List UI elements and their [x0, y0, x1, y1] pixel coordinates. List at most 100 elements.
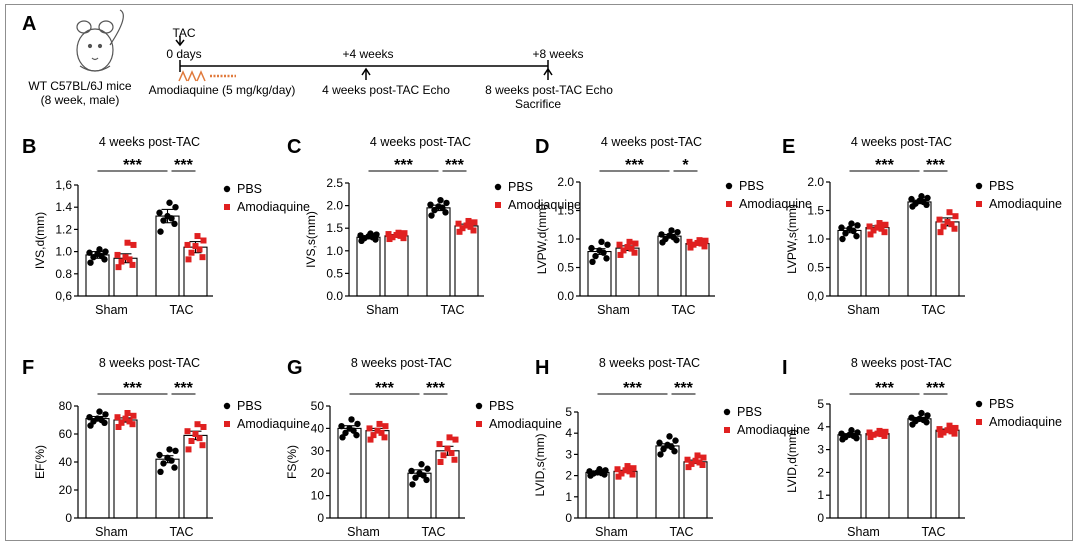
x-tick-label: TAC: [169, 303, 193, 317]
significance-label: ***: [926, 380, 945, 397]
data-point-pbs: [839, 235, 846, 243]
panel-letter: G: [287, 357, 303, 379]
y-tick-label: 1.5: [557, 204, 574, 218]
data-point-pbs: [666, 433, 673, 440]
y-tick-label: 4: [565, 426, 572, 440]
data-point-pbs: [94, 415, 101, 422]
data-point-pbs: [842, 230, 849, 237]
data-point-pbs: [668, 227, 675, 234]
y-tick-label: 3: [565, 447, 572, 461]
x-tick-label: Sham: [95, 525, 128, 539]
y-axis-label: LVPW,d(mm): [535, 204, 549, 274]
bar: [683, 461, 708, 519]
legend-label-amodiaquine: Amodiaquine: [489, 417, 562, 431]
significance-label: *: [682, 157, 689, 174]
data-point-pbs: [87, 259, 94, 266]
data-point-amodiaquine: [874, 224, 881, 231]
data-point-amodiaquine: [200, 237, 207, 244]
x-tick-label: Sham: [366, 303, 399, 317]
data-point-amodiaquine: [685, 464, 692, 471]
sacrifice-label: Sacrifice: [515, 97, 561, 111]
data-point-amodiaquine: [199, 254, 206, 261]
data-point-amodiaquine: [126, 418, 133, 425]
y-tick-label: 2: [817, 465, 824, 479]
data-point-pbs: [171, 464, 178, 471]
data-point-amodiaquine: [115, 424, 122, 430]
data-point-pbs: [598, 238, 605, 246]
x-tick-label: TAC: [921, 525, 945, 539]
y-tick-label: 0,0: [807, 289, 824, 303]
y-tick-label: 1.5: [326, 221, 343, 235]
data-point-amodiaquine: [616, 241, 623, 248]
data-point-amodiaquine: [199, 442, 206, 449]
bar: [356, 236, 381, 297]
data-point-amodiaquine: [692, 457, 699, 464]
bar: [384, 235, 409, 297]
treatment-markers: [178, 70, 236, 82]
significance-label: ***: [174, 157, 193, 174]
significance-label: ***: [926, 157, 945, 174]
legend-label-pbs: PBS: [737, 405, 762, 419]
bar: [935, 429, 960, 519]
treatment-label: Amodiaquine (5 mg/kg/day): [149, 83, 296, 97]
legend-label-amodiaquine: Amodiaquine: [508, 198, 581, 212]
data-point-pbs: [96, 408, 103, 415]
data-point-amodiaquine: [948, 428, 955, 435]
data-point-pbs: [443, 199, 450, 207]
y-tick-label: 5: [817, 397, 824, 411]
data-point-amodiaquine: [632, 240, 639, 247]
data-point-amodiaquine: [882, 221, 889, 228]
legend-marker-amodiaquine: [726, 201, 732, 207]
data-point-amodiaquine: [122, 415, 129, 422]
data-point-amodiaquine: [118, 419, 125, 426]
significance-label: ***: [375, 380, 394, 397]
y-tick-label: 1.0: [55, 245, 72, 259]
y-tick-label: 0.5: [557, 261, 574, 275]
panel-letter: H: [535, 357, 549, 379]
chart-title: 4 weeks post-TAC: [99, 135, 200, 149]
legend-marker-amodiaquine: [976, 201, 982, 207]
data-point-amodiaquine: [463, 222, 470, 229]
data-point-pbs: [424, 465, 431, 472]
data-point-amodiaquine: [440, 452, 447, 459]
data-point-amodiaquine: [185, 446, 192, 453]
legend-label-pbs: PBS: [989, 179, 1014, 193]
data-point-amodiaquine: [940, 429, 947, 436]
data-point-pbs: [603, 255, 610, 262]
data-point-amodiaquine: [948, 221, 955, 228]
data-point-pbs: [171, 220, 178, 228]
legend-label-amodiaquine: Amodiaquine: [989, 197, 1062, 211]
data-point-amodiaquine: [702, 237, 709, 244]
legend-label-pbs: PBS: [237, 399, 262, 413]
mouse-strain-label: WT C57BL/6J mice: [28, 79, 131, 93]
y-tick-label: 0.0: [557, 289, 574, 303]
data-point-pbs: [674, 228, 681, 236]
data-point-pbs: [160, 217, 167, 224]
chart-panel-e: E 4 weeks post-TAC 0,0 0.5 1.0 1.5 2.0 LVPW,s(m…: [782, 135, 1062, 317]
bar: [155, 215, 180, 297]
data-point-amodiaquine: [882, 428, 889, 435]
data-point-amodiaquine: [126, 256, 133, 263]
data-point-pbs: [409, 481, 416, 488]
data-point-pbs: [437, 196, 444, 204]
data-point-pbs: [848, 427, 855, 434]
legend-marker-pbs: [975, 182, 983, 190]
data-point-pbs: [416, 470, 423, 477]
y-tick-label: 0.8: [55, 267, 72, 281]
legend-marker-pbs: [975, 400, 983, 408]
data-point-amodiaquine: [688, 460, 695, 467]
data-point-amodiaquine: [370, 432, 377, 439]
data-point-amodiaquine: [129, 261, 136, 268]
legend-marker-pbs: [725, 182, 733, 190]
data-point-pbs: [916, 415, 923, 423]
data-point-pbs: [854, 222, 861, 229]
data-point-pbs: [664, 441, 671, 449]
data-point-amodiaquine: [867, 231, 874, 238]
y-tick-label: 0.5: [807, 261, 824, 275]
data-point-pbs: [604, 241, 611, 248]
data-point-amodiaquine: [192, 431, 199, 437]
significance-label: ***: [875, 157, 894, 174]
data-point-pbs: [838, 430, 845, 437]
legend-marker-pbs: [494, 183, 502, 191]
